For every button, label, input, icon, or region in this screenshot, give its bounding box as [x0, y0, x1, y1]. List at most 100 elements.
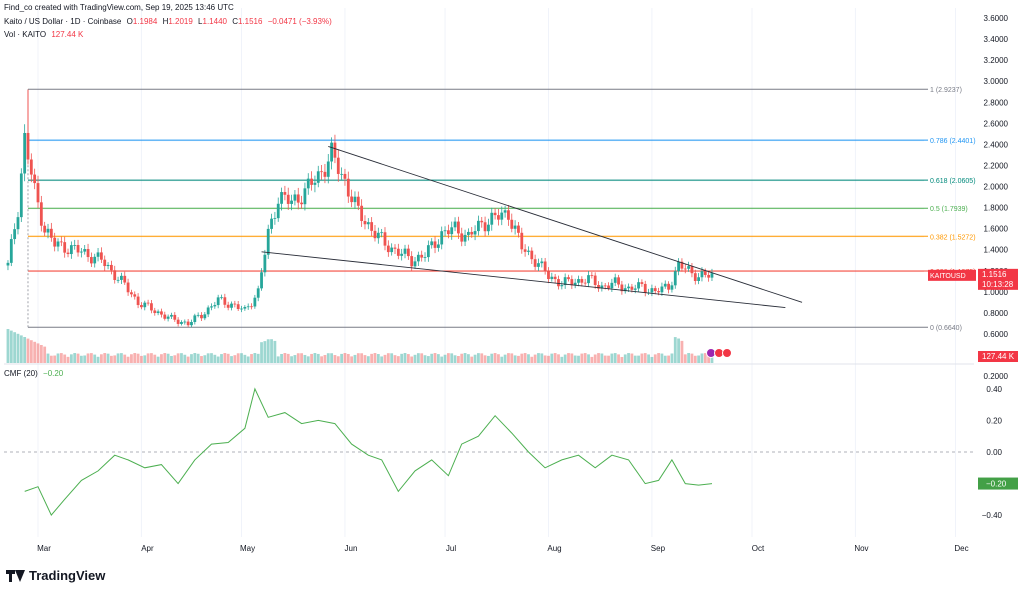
candle-body[interactable] — [193, 315, 197, 323]
candle-body[interactable] — [353, 196, 357, 203]
candle-body[interactable] — [446, 230, 450, 235]
candle-body[interactable] — [360, 205, 364, 222]
candle-body[interactable] — [467, 231, 470, 235]
candle-body[interactable] — [346, 178, 350, 197]
candle-body[interactable] — [416, 254, 420, 262]
candle-body[interactable] — [126, 282, 130, 293]
candle-body[interactable] — [203, 314, 207, 319]
candle-body[interactable] — [216, 297, 220, 306]
candle-body[interactable] — [430, 241, 434, 246]
candle-body[interactable] — [683, 268, 687, 270]
candle-body[interactable] — [343, 173, 347, 179]
candle-body[interactable] — [630, 286, 634, 290]
candle-body[interactable] — [610, 282, 614, 289]
time-axis[interactable]: Mar Apr May Jun Jul Aug Sep Oct Nov Dec — [37, 544, 969, 553]
candle-body[interactable] — [356, 196, 360, 206]
candle-body[interactable] — [283, 192, 287, 195]
candle-body[interactable] — [530, 250, 534, 260]
candle-body[interactable] — [443, 230, 447, 232]
candle-body[interactable] — [69, 245, 73, 255]
candle-body[interactable] — [613, 277, 617, 283]
candle-body[interactable] — [380, 232, 384, 234]
candle-body[interactable] — [643, 283, 647, 293]
cmf-line[interactable] — [24, 387, 713, 517]
candle-body[interactable] — [23, 132, 27, 174]
candle-body[interactable] — [273, 218, 277, 219]
candle-body[interactable] — [456, 221, 460, 234]
candle-body[interactable] — [16, 217, 20, 230]
candle-body[interactable] — [493, 212, 497, 216]
candle-body[interactable] — [293, 194, 297, 201]
candle-body[interactable] — [527, 250, 530, 252]
candle-body[interactable] — [570, 279, 574, 286]
candle-body[interactable] — [333, 142, 337, 158]
candle-body[interactable] — [300, 202, 303, 205]
candle-body[interactable] — [29, 159, 33, 175]
candle-body[interactable] — [240, 308, 243, 310]
candle-body[interactable] — [517, 225, 520, 233]
tradingview-logo[interactable]: TradingView — [6, 568, 105, 583]
candle-body[interactable] — [453, 221, 457, 228]
candle-body[interactable] — [260, 272, 263, 289]
candle-body[interactable] — [470, 231, 474, 235]
candle-body[interactable] — [96, 252, 100, 257]
candle-body[interactable] — [276, 203, 280, 219]
candle-body[interactable] — [350, 196, 354, 203]
candle-body[interactable] — [597, 285, 600, 289]
candle-body[interactable] — [553, 276, 557, 280]
candle-body[interactable] — [160, 311, 163, 315]
candle-body[interactable] — [150, 303, 153, 311]
candle-body[interactable] — [133, 294, 137, 297]
candle-body[interactable] — [603, 285, 607, 287]
candle-body[interactable] — [650, 288, 654, 293]
candle-body[interactable] — [153, 310, 157, 314]
candle-body[interactable] — [53, 237, 57, 247]
candle-body[interactable] — [390, 247, 394, 253]
candle-body[interactable] — [120, 275, 123, 280]
candle-body[interactable] — [156, 311, 160, 314]
candle-body[interactable] — [43, 225, 47, 233]
candle-body[interactable] — [206, 307, 210, 315]
candle-body[interactable] — [170, 314, 173, 317]
candle-body[interactable] — [450, 227, 454, 235]
candle-body[interactable] — [590, 275, 594, 276]
candle-body[interactable] — [687, 266, 691, 269]
candle-body[interactable] — [567, 277, 570, 280]
candle-body[interactable] — [710, 273, 714, 278]
candle-body[interactable] — [593, 275, 597, 286]
candle-body[interactable] — [290, 200, 293, 204]
candle-body[interactable] — [677, 261, 680, 272]
candle-body[interactable] — [316, 171, 320, 183]
candle-body[interactable] — [303, 188, 307, 205]
price-axis[interactable]: 3.6000 3.4000 3.2000 3.0000 2.8000 2.6000 2.40… — [982, 14, 1009, 520]
cmf-label[interactable]: CMF (20) — [4, 369, 38, 378]
candle-body[interactable] — [130, 292, 133, 295]
candle-body[interactable] — [440, 231, 444, 245]
candle-body[interactable] — [226, 304, 230, 308]
candle-body[interactable] — [563, 277, 567, 286]
candle-body[interactable] — [79, 251, 83, 253]
candle-body[interactable] — [400, 253, 404, 256]
candle-body[interactable] — [523, 249, 527, 252]
candle-body[interactable] — [557, 279, 560, 287]
candle-body[interactable] — [426, 245, 430, 258]
candle-body[interactable] — [106, 264, 110, 267]
candle-body[interactable] — [393, 247, 397, 249]
candle-body[interactable] — [373, 230, 377, 239]
event-icon[interactable] — [722, 348, 732, 358]
candle-body[interactable] — [436, 244, 440, 248]
candle-body[interactable] — [66, 252, 70, 255]
candle-body[interactable] — [336, 157, 340, 174]
symbol-title[interactable]: Kaito / US Dollar · 1D · Coinbase — [4, 17, 122, 26]
candle-body[interactable] — [196, 314, 200, 316]
candle-body[interactable] — [176, 319, 180, 324]
candle-body[interactable] — [103, 259, 107, 267]
candle-body[interactable] — [520, 232, 524, 250]
candle-body[interactable] — [653, 288, 657, 292]
candle-body[interactable] — [413, 261, 417, 267]
candle-body[interactable] — [306, 178, 310, 189]
candle-body[interactable] — [340, 173, 344, 175]
candle-body[interactable] — [703, 271, 707, 275]
candle-body[interactable] — [673, 271, 677, 286]
candle-body[interactable] — [270, 218, 273, 229]
